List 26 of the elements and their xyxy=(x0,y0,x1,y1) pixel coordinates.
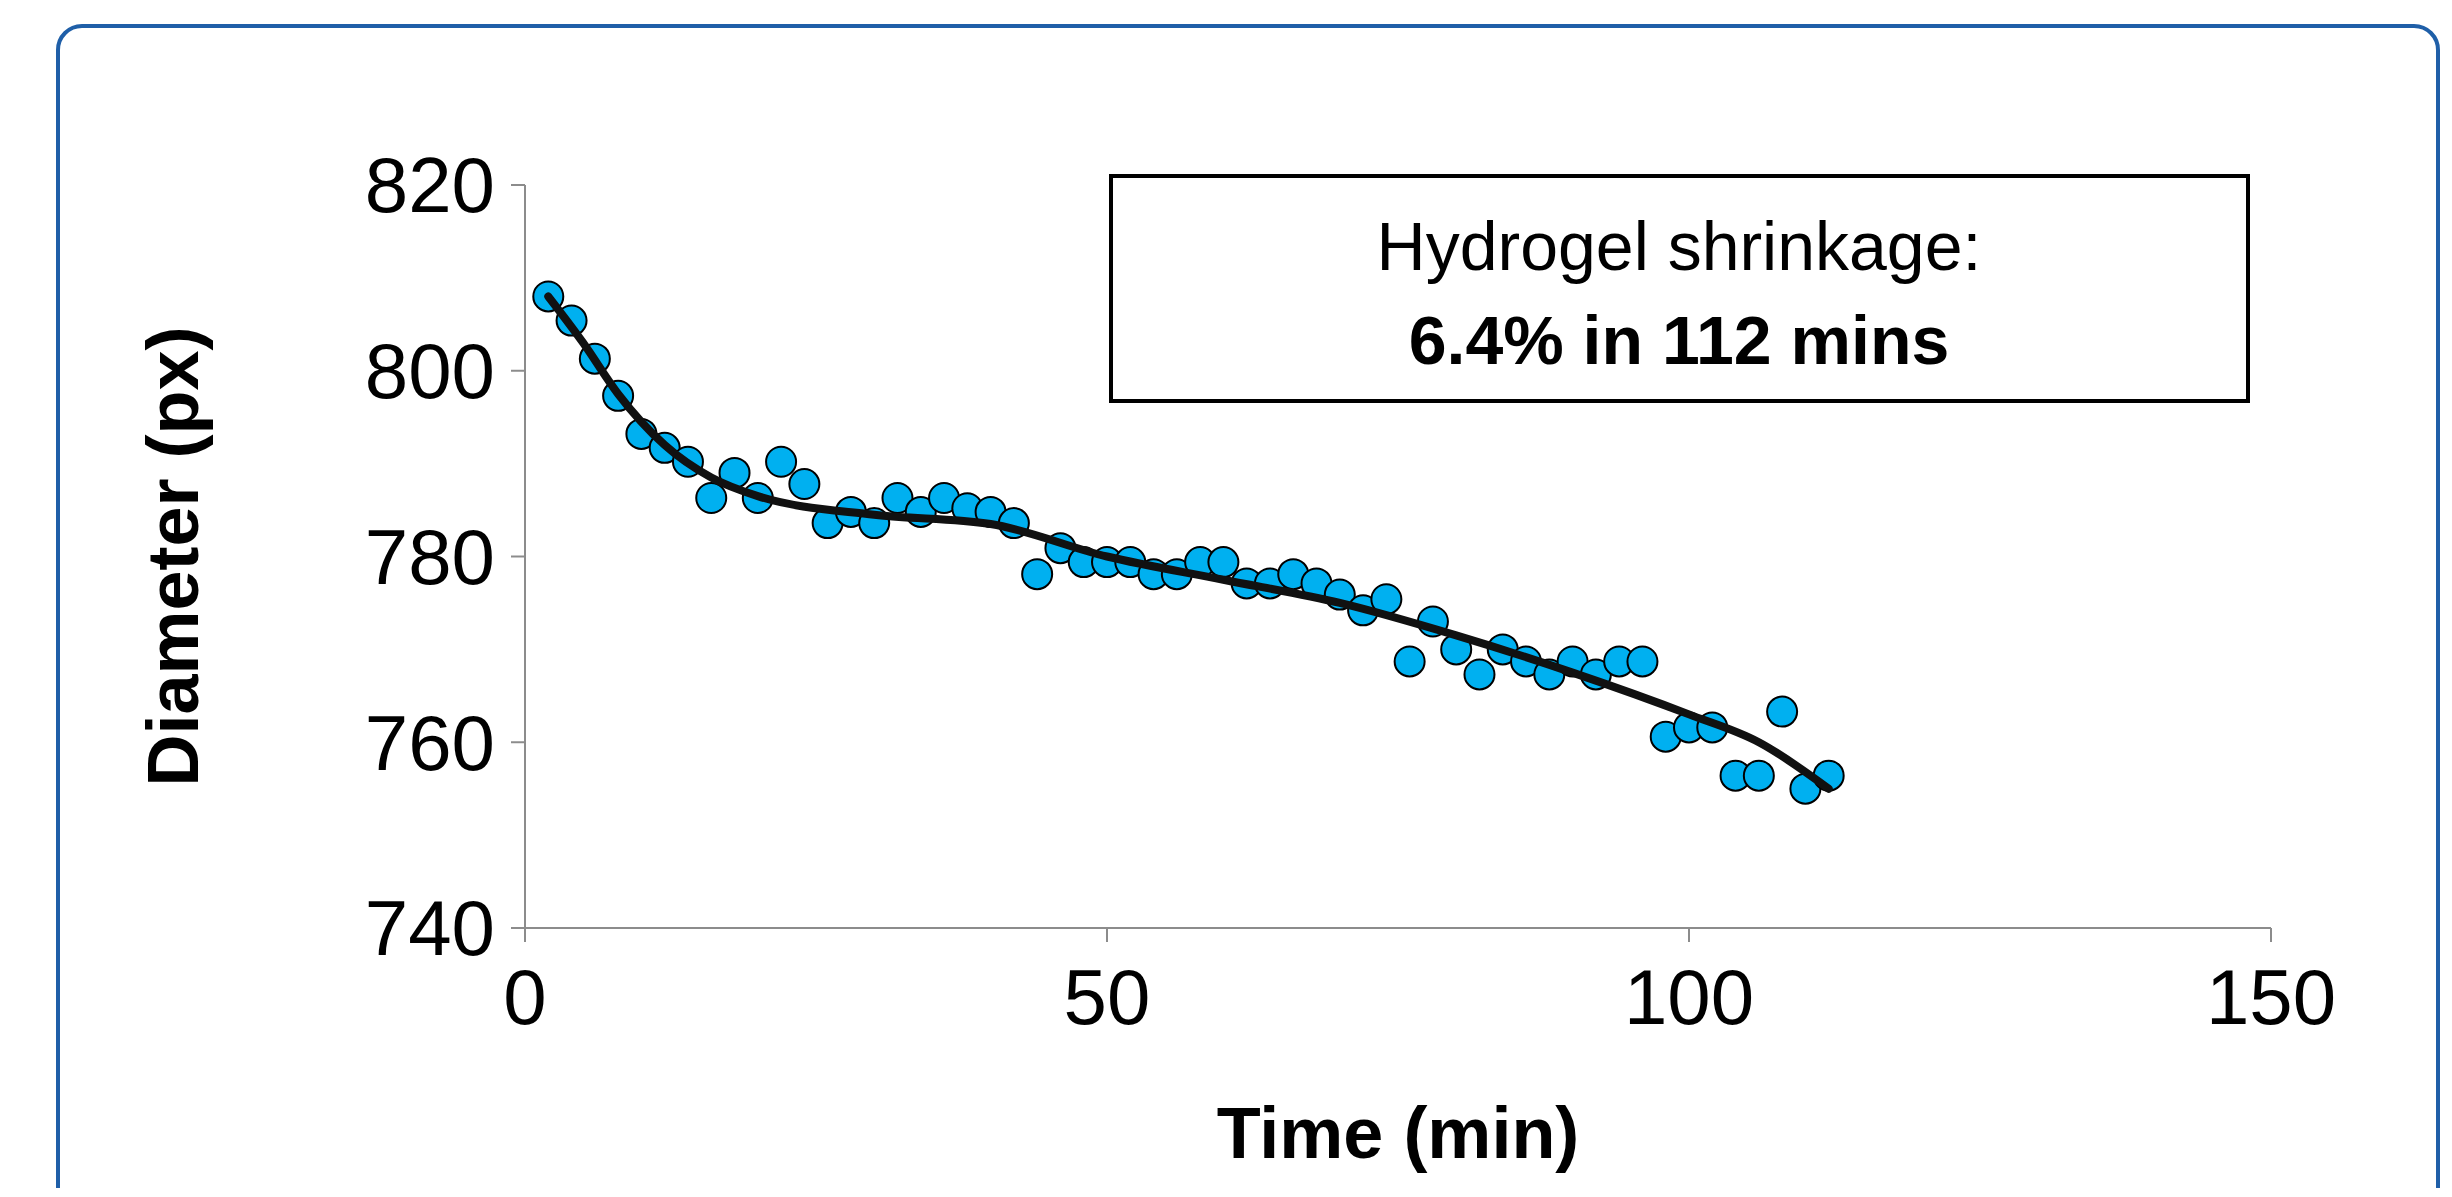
y-axis-title: Diameter (px) xyxy=(133,326,213,787)
annotation: Hydrogel shrinkage: xyxy=(1376,208,1982,284)
point xyxy=(1626,645,1659,678)
x-tick-label: 100 xyxy=(1623,953,1755,1041)
point xyxy=(928,481,961,514)
point xyxy=(1742,759,1775,792)
point xyxy=(1370,583,1403,616)
x-tick-label: 150 xyxy=(2205,953,2337,1041)
x-tick-label: 0 xyxy=(503,953,547,1041)
point xyxy=(881,481,914,514)
annotation: 6.4% in 112 mins xyxy=(1408,302,1950,378)
x-axis-title: Time (min) xyxy=(1216,1093,1580,1173)
y-tick-label: 780 xyxy=(364,512,495,601)
y-tick-label: 820 xyxy=(364,141,495,230)
point xyxy=(1021,558,1054,591)
point xyxy=(1393,645,1426,678)
point xyxy=(1463,658,1496,691)
y-tick-label: 800 xyxy=(364,327,495,416)
point xyxy=(1207,546,1240,579)
x-tick-label: 50 xyxy=(1063,953,1151,1041)
y-tick-label: 740 xyxy=(364,884,495,973)
y-tick-label: 760 xyxy=(364,698,495,787)
point xyxy=(695,481,728,514)
point xyxy=(788,468,821,501)
point xyxy=(1766,695,1799,728)
point xyxy=(765,445,798,478)
